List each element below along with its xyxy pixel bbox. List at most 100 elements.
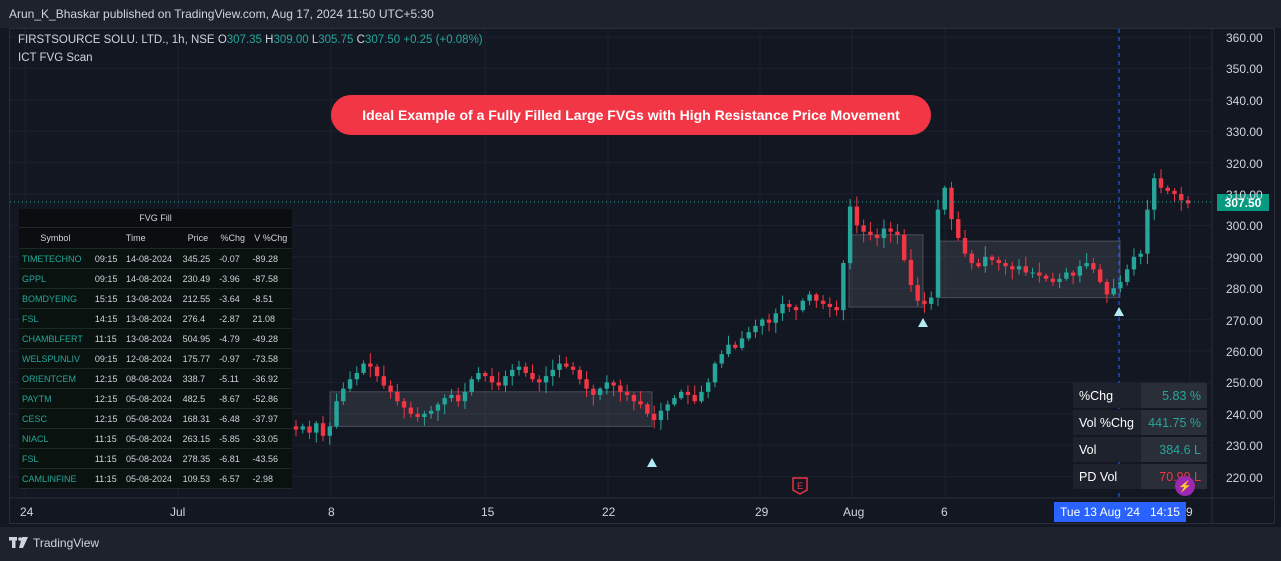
fvg-table-row: NIACL 11:15 05-08-2024 263.15 -5.85 -33.05 — [19, 428, 292, 449]
candle — [1037, 272, 1042, 276]
price-tick-label: 220.00 — [1226, 470, 1263, 485]
fvg-table-cell: 263.15 — [179, 428, 217, 449]
fvg-table-cell: 09:15 — [91, 268, 123, 289]
price-tick-label: 360.00 — [1226, 31, 1263, 45]
fvg-table-cell: -0.97 — [216, 348, 250, 369]
fvg-table-cell: -49.28 — [249, 328, 292, 349]
fvg-table-cell: 482.5 — [179, 388, 217, 409]
candle — [800, 300, 806, 311]
fvg-table-cell: CESC — [19, 408, 92, 429]
fvg-column-header: Price — [179, 227, 217, 249]
candle — [300, 426, 305, 430]
candle — [739, 338, 745, 348]
fvg-table-cell: 08-08-2024 — [122, 368, 180, 389]
candle — [645, 404, 650, 414]
fvg-table-cell: 11:15 — [91, 448, 123, 469]
candle — [712, 363, 718, 383]
fvg-table-cell: 05-08-2024 — [122, 468, 180, 489]
fvg-table-cell: 05-08-2024 — [122, 388, 180, 409]
candle — [773, 313, 778, 323]
candle — [1010, 266, 1015, 270]
candle — [489, 376, 495, 383]
candle — [814, 294, 819, 301]
candle — [1118, 281, 1123, 289]
candle — [618, 385, 623, 392]
fvg-table-cell: 05-08-2024 — [122, 448, 180, 469]
fvg-table-cell: -43.56 — [249, 448, 292, 469]
fvg-table-cell: 11:15 — [91, 428, 123, 449]
fvg-table-row: TIMETECHNO 09:15 14-08-2024 345.25 -0.07 -89.… — [19, 248, 292, 269]
candle — [347, 379, 353, 389]
candle — [361, 363, 366, 373]
last-price-tag: 307.50 — [1217, 194, 1269, 211]
candle — [1172, 190, 1177, 194]
candle — [577, 369, 583, 380]
candle — [591, 388, 596, 395]
candle — [854, 206, 860, 226]
candle — [1111, 288, 1116, 295]
candle — [368, 363, 373, 367]
price-tick-label: 230.00 — [1226, 439, 1263, 454]
candle — [1084, 263, 1089, 267]
candle — [787, 303, 792, 308]
price-tick-label: 270.00 — [1226, 313, 1263, 328]
candle — [746, 332, 751, 339]
candle — [381, 376, 387, 386]
candle — [469, 379, 474, 392]
candle — [476, 372, 481, 380]
crosshair-date-label: Tue 13 Aug '24 14:15 — [1054, 502, 1186, 522]
fvg-table-cell: 12:15 — [91, 408, 123, 429]
fvg-table-cell: 278.35 — [179, 448, 217, 469]
indicator-name[interactable]: ICT FVG Scan — [18, 52, 93, 64]
candle — [428, 410, 434, 414]
candle — [1097, 269, 1103, 282]
lightning-icon[interactable]: ⚡ — [1175, 476, 1195, 496]
fvg-table-row: GPPL 09:15 14-08-2024 230.49 -3.96 -87.58 — [19, 268, 292, 289]
candle — [1138, 253, 1143, 257]
candle — [1158, 178, 1164, 188]
candle — [881, 228, 887, 238]
candle — [624, 391, 630, 395]
candle — [537, 379, 542, 383]
price-tick-label: 240.00 — [1226, 407, 1263, 422]
fvg-table-cell: 09:15 — [91, 248, 123, 269]
candle — [935, 209, 941, 298]
fvg-table-cell: 345.25 — [179, 248, 217, 269]
earnings-badge-label: E — [797, 481, 803, 491]
candle — [996, 259, 1001, 264]
fvg-table-cell: 13-08-2024 — [122, 328, 180, 349]
candle — [915, 285, 920, 301]
fvg-table-cell: -87.58 — [249, 268, 292, 289]
candle — [597, 388, 603, 395]
candle — [1050, 278, 1056, 282]
candle — [888, 228, 893, 232]
fvg-table-cell: -8.67 — [216, 388, 250, 409]
candle — [455, 394, 461, 402]
open-value: 307.35 — [226, 34, 262, 46]
fvg-table-cell: -5.11 — [216, 368, 250, 389]
candle — [415, 413, 420, 417]
time-tick-label: Jul — [170, 505, 186, 519]
fvg-table-cell: 05-08-2024 — [122, 408, 180, 429]
candle — [1043, 275, 1049, 279]
fvg-table-cell: -5.85 — [216, 428, 250, 449]
candle — [354, 372, 360, 380]
fvg-table-cell: -4.79 — [216, 328, 250, 349]
candle — [523, 366, 528, 373]
fvg-table-cell: -36.92 — [249, 368, 292, 389]
candle — [692, 394, 697, 402]
stat-label: PD Vol — [1073, 464, 1142, 489]
tradingview-logo[interactable]: TradingView — [9, 536, 99, 550]
candle — [1030, 272, 1035, 274]
fvg-fill-marker-icon — [918, 318, 928, 327]
price-tick-label: 280.00 — [1226, 282, 1263, 297]
candle — [604, 382, 610, 389]
earnings-icon[interactable]: E — [791, 477, 809, 495]
candle — [665, 404, 670, 411]
annotation-banner[interactable]: Ideal Example of a Fully Filled Large FV… — [331, 95, 931, 135]
fvg-table-cell: -52.86 — [249, 388, 292, 409]
open-label: O — [217, 34, 227, 46]
fvg-table-cell: 14-08-2024 — [122, 268, 180, 289]
candle — [699, 391, 704, 402]
